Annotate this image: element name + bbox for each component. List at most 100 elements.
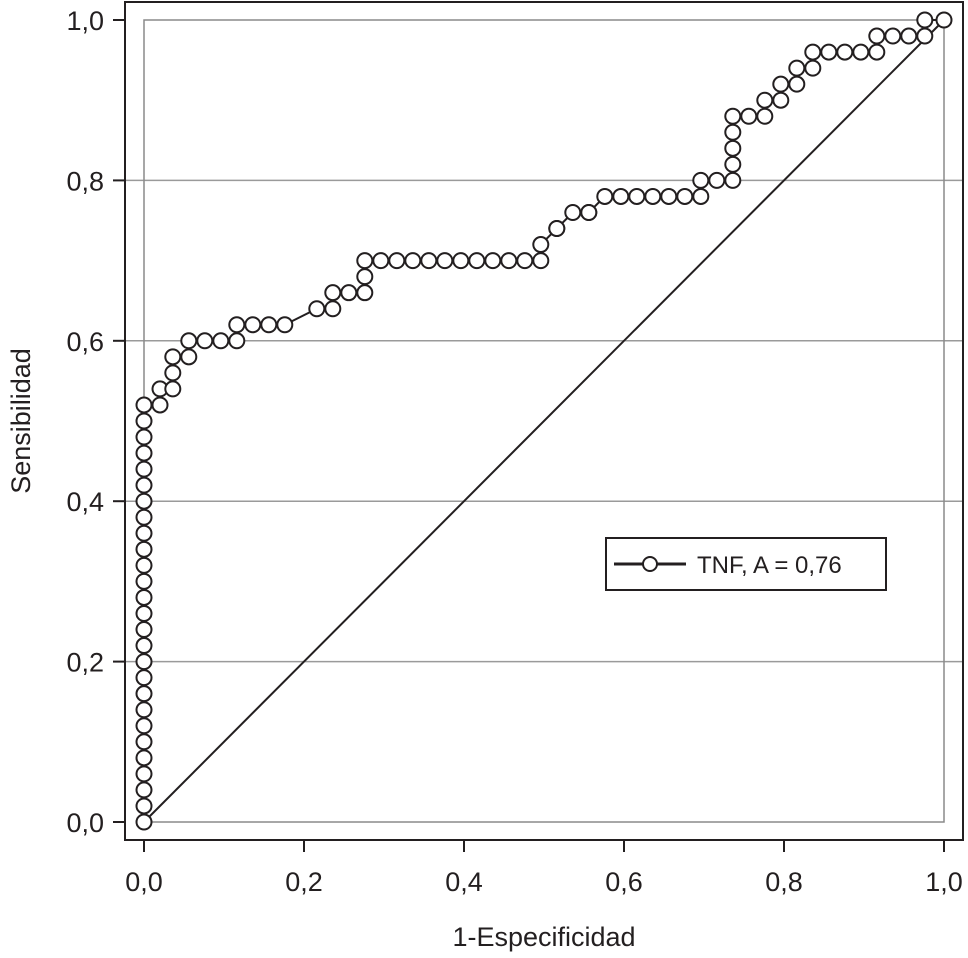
y-tick-label-3: 0,6 [66,327,104,357]
roc-point-11 [135,637,153,655]
roc-point-58 [532,252,550,270]
roc-point-31 [164,348,182,366]
x-axis-title: 1-Especificidad [452,922,635,952]
roc-point-90 [852,43,870,61]
roc-point-34 [196,332,214,350]
roc-point-49 [388,252,406,270]
x-tick-label-0: 0,0 [125,867,163,897]
roc-point-81 [756,91,774,109]
roc-point-48 [372,252,390,270]
roc-point-70 [676,187,694,205]
roc-point-5 [135,733,153,751]
legend-label: TNF, A = 0,76 [697,552,842,579]
roc-point-71 [692,187,710,205]
roc-point-51 [420,252,438,270]
roc-point-18 [135,524,153,542]
legend: TNF, A = 0,76 [605,537,887,591]
roc-point-77 [724,123,742,141]
reference-diagonal-group [143,19,945,823]
roc-point-20 [135,492,153,510]
roc-point-85 [788,59,806,77]
roc-point-8 [135,685,153,703]
roc-point-19 [135,508,153,526]
roc-point-87 [804,43,822,61]
roc-point-32 [180,348,198,366]
legend-marker [642,556,658,572]
roc-point-6 [135,717,153,735]
roc-point-23 [135,444,153,462]
roc-point-10 [135,653,153,671]
roc-point-65 [596,187,614,205]
roc-point-0 [135,813,153,831]
roc-point-37 [228,316,246,334]
y-tick-label-5: 1,0 [66,6,104,36]
roc-point-29 [164,380,182,398]
roc-point-91 [868,43,886,61]
roc-point-25 [135,412,153,430]
roc-point-52 [436,252,454,270]
roc-point-35 [212,332,230,350]
plot-frame [124,1,964,841]
roc-point-68 [644,187,662,205]
roc-point-59 [532,236,550,254]
roc-point-1 [135,797,153,815]
roc-point-78 [724,107,742,125]
roc-point-66 [612,187,630,205]
roc-point-16 [135,556,153,574]
x-tick-label-1: 0,2 [285,867,323,897]
roc-point-40 [276,316,294,334]
roc-point-43 [324,284,342,302]
roc-point-57 [516,252,534,270]
roc-point-97 [935,11,953,29]
roc-point-94 [900,27,918,45]
roc-point-80 [756,107,774,125]
roc-point-15 [135,572,153,590]
y-tick-label-0: 0,0 [66,808,104,838]
roc-point-79 [740,107,758,125]
x-tick-label-2: 0,4 [445,867,483,897]
roc-point-73 [708,171,726,189]
x-tick-label-5: 1,0 [925,867,963,897]
roc-point-21 [135,476,153,494]
roc-point-27 [151,396,169,414]
roc-point-26 [135,396,153,414]
reference-diagonal [143,19,945,823]
roc-point-45 [356,284,374,302]
roc-point-56 [500,252,518,270]
roc-point-75 [724,155,742,173]
roc-point-88 [820,43,838,61]
roc-point-72 [692,171,710,189]
roc-point-50 [404,252,422,270]
roc-point-41 [308,300,326,318]
roc-point-67 [628,187,646,205]
roc-point-89 [836,43,854,61]
roc-point-24 [135,428,153,446]
roc-point-30 [164,364,182,382]
roc-point-22 [135,460,153,478]
axes: 0,0 0,2 0,4 0,6 0,8 1,0 0,0 0,2 0,4 0,6 0,8 1,0 [66,6,962,897]
roc-point-92 [868,27,886,45]
roc-point-17 [135,540,153,558]
roc-point-44 [340,284,358,302]
roc-point-33 [180,332,198,350]
gridlines [125,179,963,663]
roc-point-9 [135,669,153,687]
roc-point-42 [324,300,342,318]
roc-point-47 [356,252,374,270]
roc-point-62 [564,203,582,221]
x-tick-label-4: 0,8 [765,867,803,897]
roc-point-7 [135,701,153,719]
roc-point-83 [772,75,790,93]
roc-point-39 [260,316,278,334]
roc-point-95 [916,27,934,45]
roc-point-69 [660,187,678,205]
x-tick-label-3: 0,6 [605,867,643,897]
roc-point-82 [772,91,790,109]
roc-point-4 [135,749,153,767]
y-tick-label-1: 0,2 [66,648,104,678]
roc-point-2 [135,781,153,799]
roc-point-36 [228,332,246,350]
roc-point-54 [468,252,486,270]
roc-point-76 [724,139,742,157]
